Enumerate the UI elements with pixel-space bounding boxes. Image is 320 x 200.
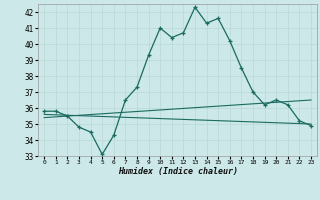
X-axis label: Humidex (Indice chaleur): Humidex (Indice chaleur) (118, 167, 238, 176)
